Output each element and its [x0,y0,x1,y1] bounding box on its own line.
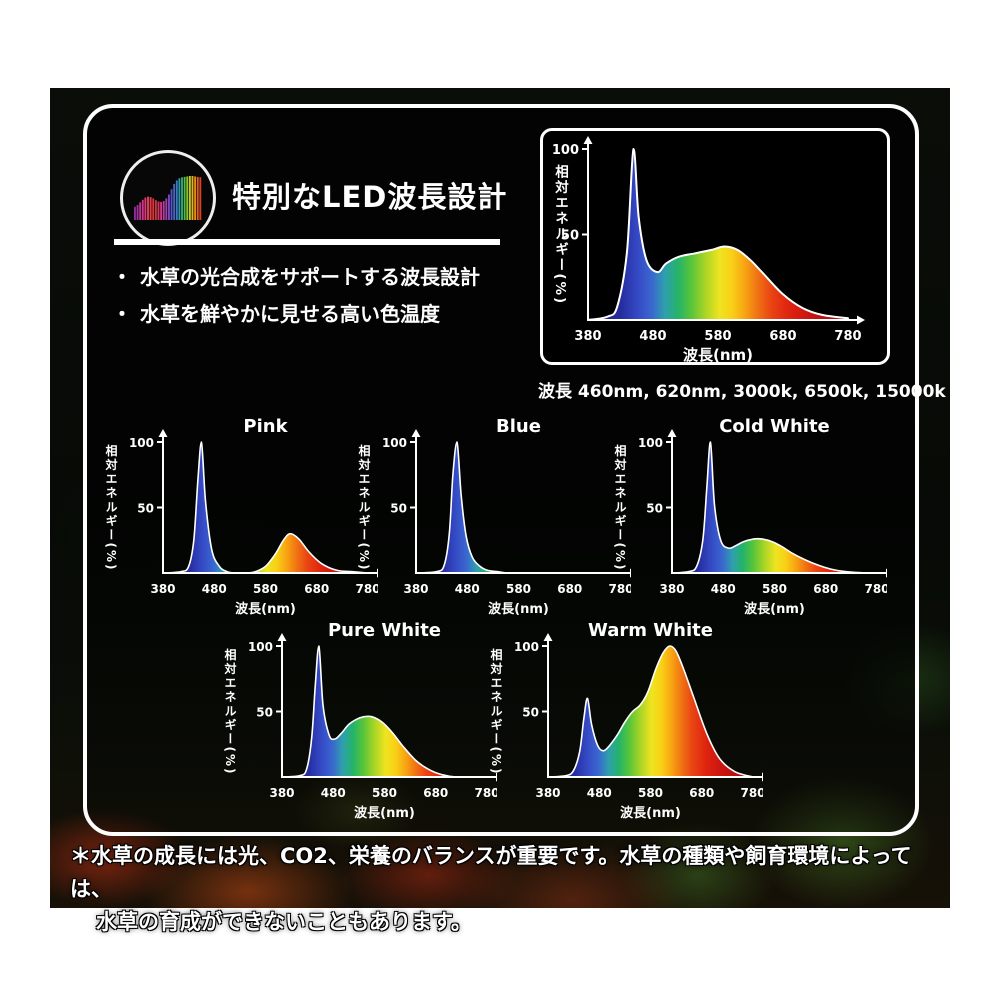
svg-text:380: 380 [535,786,560,800]
svg-text:380: 380 [574,329,601,344]
chart-pink: 100 50 380 480 580 680 780 波長(nm) 相対エネルギー(%) Pink [98,416,385,623]
chart-blue: 100 50 380 480 580 680 780 波長(nm) 相対エネルギー(%) Blue [351,416,638,623]
chart-title: Pink [243,416,288,437]
svg-text:100: 100 [638,436,663,450]
wavelength-values-caption: 波長 460nm, 620nm, 3000k, 6500k, 15000k [538,382,946,402]
svg-text:780: 780 [740,786,763,800]
svg-text:波長(nm): 波長(nm) [354,805,415,821]
chart-main-spectrum: 100 50 380 480 580 680 780 波長(nm) 相対エネルギー(%) [543,131,887,364]
svg-text:480: 480 [202,582,227,596]
svg-text:580: 580 [253,582,278,596]
svg-text:580: 580 [372,786,397,800]
svg-text:100: 100 [248,640,273,654]
chart-warm-white: 100 50 380 480 580 680 780 波長(nm) 相対エネルギー(%) Warm… [483,620,770,827]
feature-bullets: ・水草の光合成をサポートする波長設計 ・水草を鮮やかに見せる高い色温度 [112,264,480,338]
svg-text:50: 50 [390,502,407,516]
svg-text:380: 380 [269,786,294,800]
svg-text:100: 100 [129,436,154,450]
svg-text:100: 100 [552,143,579,158]
chart-title: Blue [496,416,541,437]
svg-text:780: 780 [355,582,378,596]
svg-text:波長(nm): 波長(nm) [235,601,296,617]
y-axis-label: 相対エネルギー(%) [357,444,371,571]
svg-text:480: 480 [711,582,736,596]
chart-title: Pure White [327,620,442,641]
svg-text:580: 580 [704,329,731,344]
svg-text:780: 780 [864,582,887,596]
svg-text:波長(nm): 波長(nm) [488,601,549,617]
footnote-line-2: 水草の育成ができないこともあります。 [96,910,472,934]
footnote-text: ＊水草の成長には光、CO2、栄養のバランスが重要です。水草の種類や飼育環境によっ… [70,840,950,939]
svg-text:50: 50 [137,502,154,516]
svg-text:100: 100 [382,436,407,450]
bullet-text-2: 水草を鮮やかに見せる高い色温度 [140,302,440,326]
svg-text:780: 780 [474,786,497,800]
svg-text:780: 780 [608,582,631,596]
svg-text:480: 480 [639,329,666,344]
spectrum-bars-icon-graphic [134,176,202,220]
svg-text:780: 780 [834,329,861,344]
chart-pure-white: 100 50 380 480 580 680 780 波長(nm) 相対エネルギー(%) Pure… [217,620,504,827]
y-axis-label: 相対エネルギー(%) [552,164,568,305]
svg-text:480: 480 [321,786,346,800]
spectrum-bars-icon [120,150,216,246]
svg-text:680: 680 [557,582,582,596]
svg-text:波長(nm): 波長(nm) [683,346,753,362]
svg-text:380: 380 [150,582,175,596]
svg-text:波長(nm): 波長(nm) [744,601,805,617]
title-underline [114,239,500,245]
y-axis-label: 相対エネルギー(%) [223,648,237,775]
page-title: 特別なLED波長設計 [232,180,508,214]
chart-title: Warm White [588,620,713,641]
svg-text:480: 480 [587,786,612,800]
footnote-line-1: ＊水草の成長には光、CO2、栄養のバランスが重要です。水草の種類や飼育環境によっ… [70,844,912,901]
bullet-text-1: 水草の光合成をサポートする波長設計 [140,265,480,289]
svg-text:680: 680 [423,786,448,800]
chart-title: Cold White [719,416,830,437]
bullet-item-2: ・水草を鮮やかに見せる高い色温度 [112,301,480,328]
bullet-item-1: ・水草の光合成をサポートする波長設計 [112,264,480,291]
svg-text:50: 50 [561,229,579,244]
y-axis-label: 相対エネルギー(%) [613,444,627,571]
svg-text:580: 580 [638,786,663,800]
y-axis-label: 相対エネルギー(%) [489,648,503,775]
svg-text:680: 680 [304,582,329,596]
svg-text:50: 50 [646,502,663,516]
svg-text:380: 380 [659,582,684,596]
svg-text:680: 680 [689,786,714,800]
svg-text:680: 680 [769,329,796,344]
svg-text:580: 580 [506,582,531,596]
svg-text:380: 380 [403,582,428,596]
svg-text:50: 50 [256,706,273,720]
chart-cold-white: 100 50 380 480 580 680 780 波長(nm) 相対エネルギー(%) Cold… [607,416,894,623]
svg-text:50: 50 [522,706,539,720]
bullet-dot: ・ [112,265,132,289]
svg-text:100: 100 [514,640,539,654]
svg-text:680: 680 [813,582,838,596]
y-axis-label: 相対エネルギー(%) [104,444,118,571]
svg-text:波長(nm): 波長(nm) [620,805,681,821]
main-spectrum-chart-box [540,128,890,365]
svg-text:480: 480 [455,582,480,596]
bullet-dot: ・ [112,302,132,326]
svg-text:580: 580 [762,582,787,596]
